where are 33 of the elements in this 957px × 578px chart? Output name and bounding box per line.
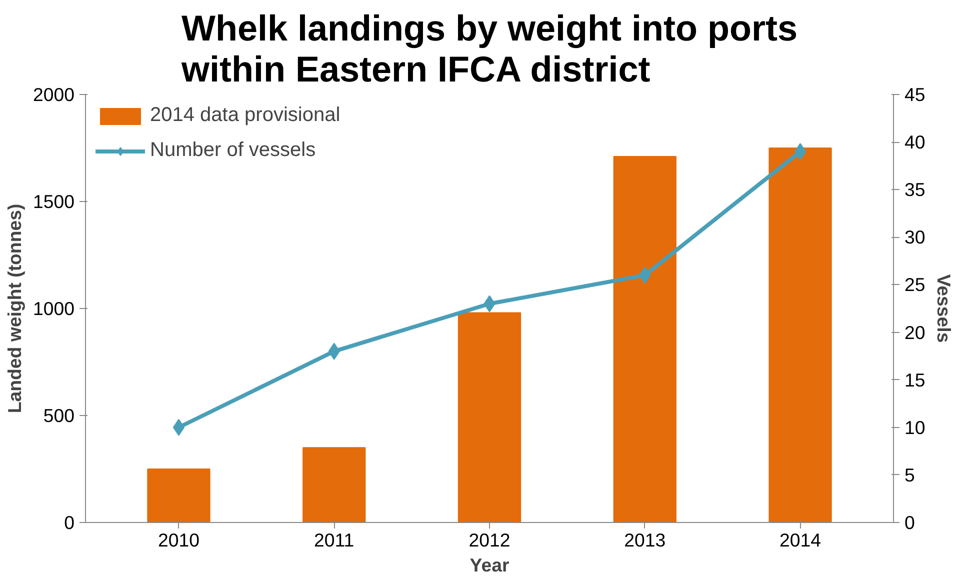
y2-tick-label: 35 bbox=[904, 179, 926, 200]
y2-tick-label: 0 bbox=[904, 512, 915, 533]
y2-tick-label: 20 bbox=[904, 322, 926, 343]
y2-tick-label: 5 bbox=[904, 464, 915, 486]
y2-axis-title: Vessels bbox=[933, 274, 954, 343]
bar bbox=[458, 312, 522, 522]
x-tick-label: 2013 bbox=[624, 530, 666, 550]
bar bbox=[768, 148, 832, 522]
x-axis-title: Year bbox=[470, 554, 510, 576]
point bbox=[172, 418, 185, 436]
x-tick-label: 2014 bbox=[780, 530, 822, 550]
chart-title: Whelk landings by weight into ports within Eastern IFCA district bbox=[180, 8, 798, 90]
y2-tick-label: 45 bbox=[904, 84, 926, 105]
point bbox=[794, 143, 806, 160]
bar bbox=[147, 468, 210, 522]
y-axis-title: Landed weight (tonnes) bbox=[4, 204, 25, 414]
bar bbox=[613, 156, 676, 522]
x-tick-label: 2010 bbox=[158, 530, 200, 550]
y2-tick-label: 10 bbox=[904, 416, 926, 438]
y-tick-label: 2000 bbox=[32, 84, 75, 105]
y-tick-label: 500 bbox=[43, 405, 75, 426]
y-tick-label: 0 bbox=[64, 512, 75, 533]
y-tick-label: 1500 bbox=[32, 191, 75, 212]
y2-tick-label: 15 bbox=[904, 369, 926, 390]
y-tick-label: 1000 bbox=[32, 298, 75, 319]
x-tick-label: 2011 bbox=[314, 530, 354, 550]
y2-tick-label: 25 bbox=[904, 274, 926, 296]
legend-label: Number of vessels bbox=[150, 139, 316, 162]
bar bbox=[302, 447, 366, 522]
y2-tick-label: 30 bbox=[904, 226, 926, 248]
y2-tick-label: 40 bbox=[904, 132, 926, 153]
legend-label: 2014 data provisional bbox=[150, 104, 340, 127]
x-tick-label: 2012 bbox=[468, 530, 510, 550]
